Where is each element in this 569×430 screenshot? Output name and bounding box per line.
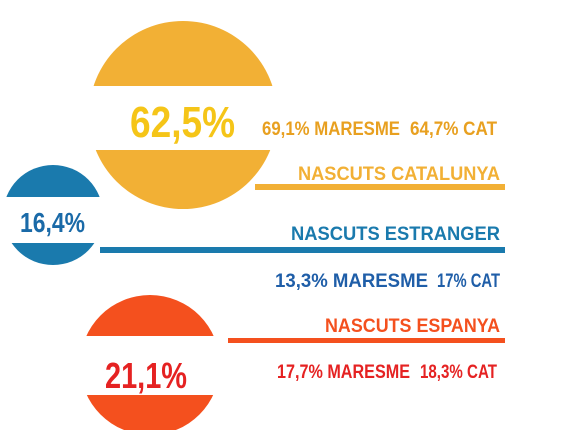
- band: [80, 86, 290, 150]
- share: 62,5%: [130, 98, 235, 147]
- label: NASCUTS CATALUNYA: [298, 164, 500, 185]
- maresme: 17,7% MARESME: [277, 362, 410, 383]
- share: 21,1%: [105, 355, 187, 396]
- line-estranger: [100, 247, 505, 253]
- cat: 18,3% CAT: [420, 362, 497, 383]
- line-catalunya: [255, 184, 505, 190]
- maresme: 69,1% MARESME: [262, 119, 400, 140]
- maresme: 13,3% MARESME: [275, 271, 428, 292]
- cat: 17% CAT: [437, 271, 500, 292]
- cat: 64,7% CAT: [410, 119, 497, 140]
- band: [75, 336, 225, 395]
- label: NASCUTS ESTRANGER: [291, 224, 500, 245]
- label: NASCUTS ESPANYA: [325, 316, 500, 337]
- line-espanya: [228, 338, 505, 343]
- share: 16,4%: [20, 207, 85, 238]
- band: [0, 197, 110, 243]
